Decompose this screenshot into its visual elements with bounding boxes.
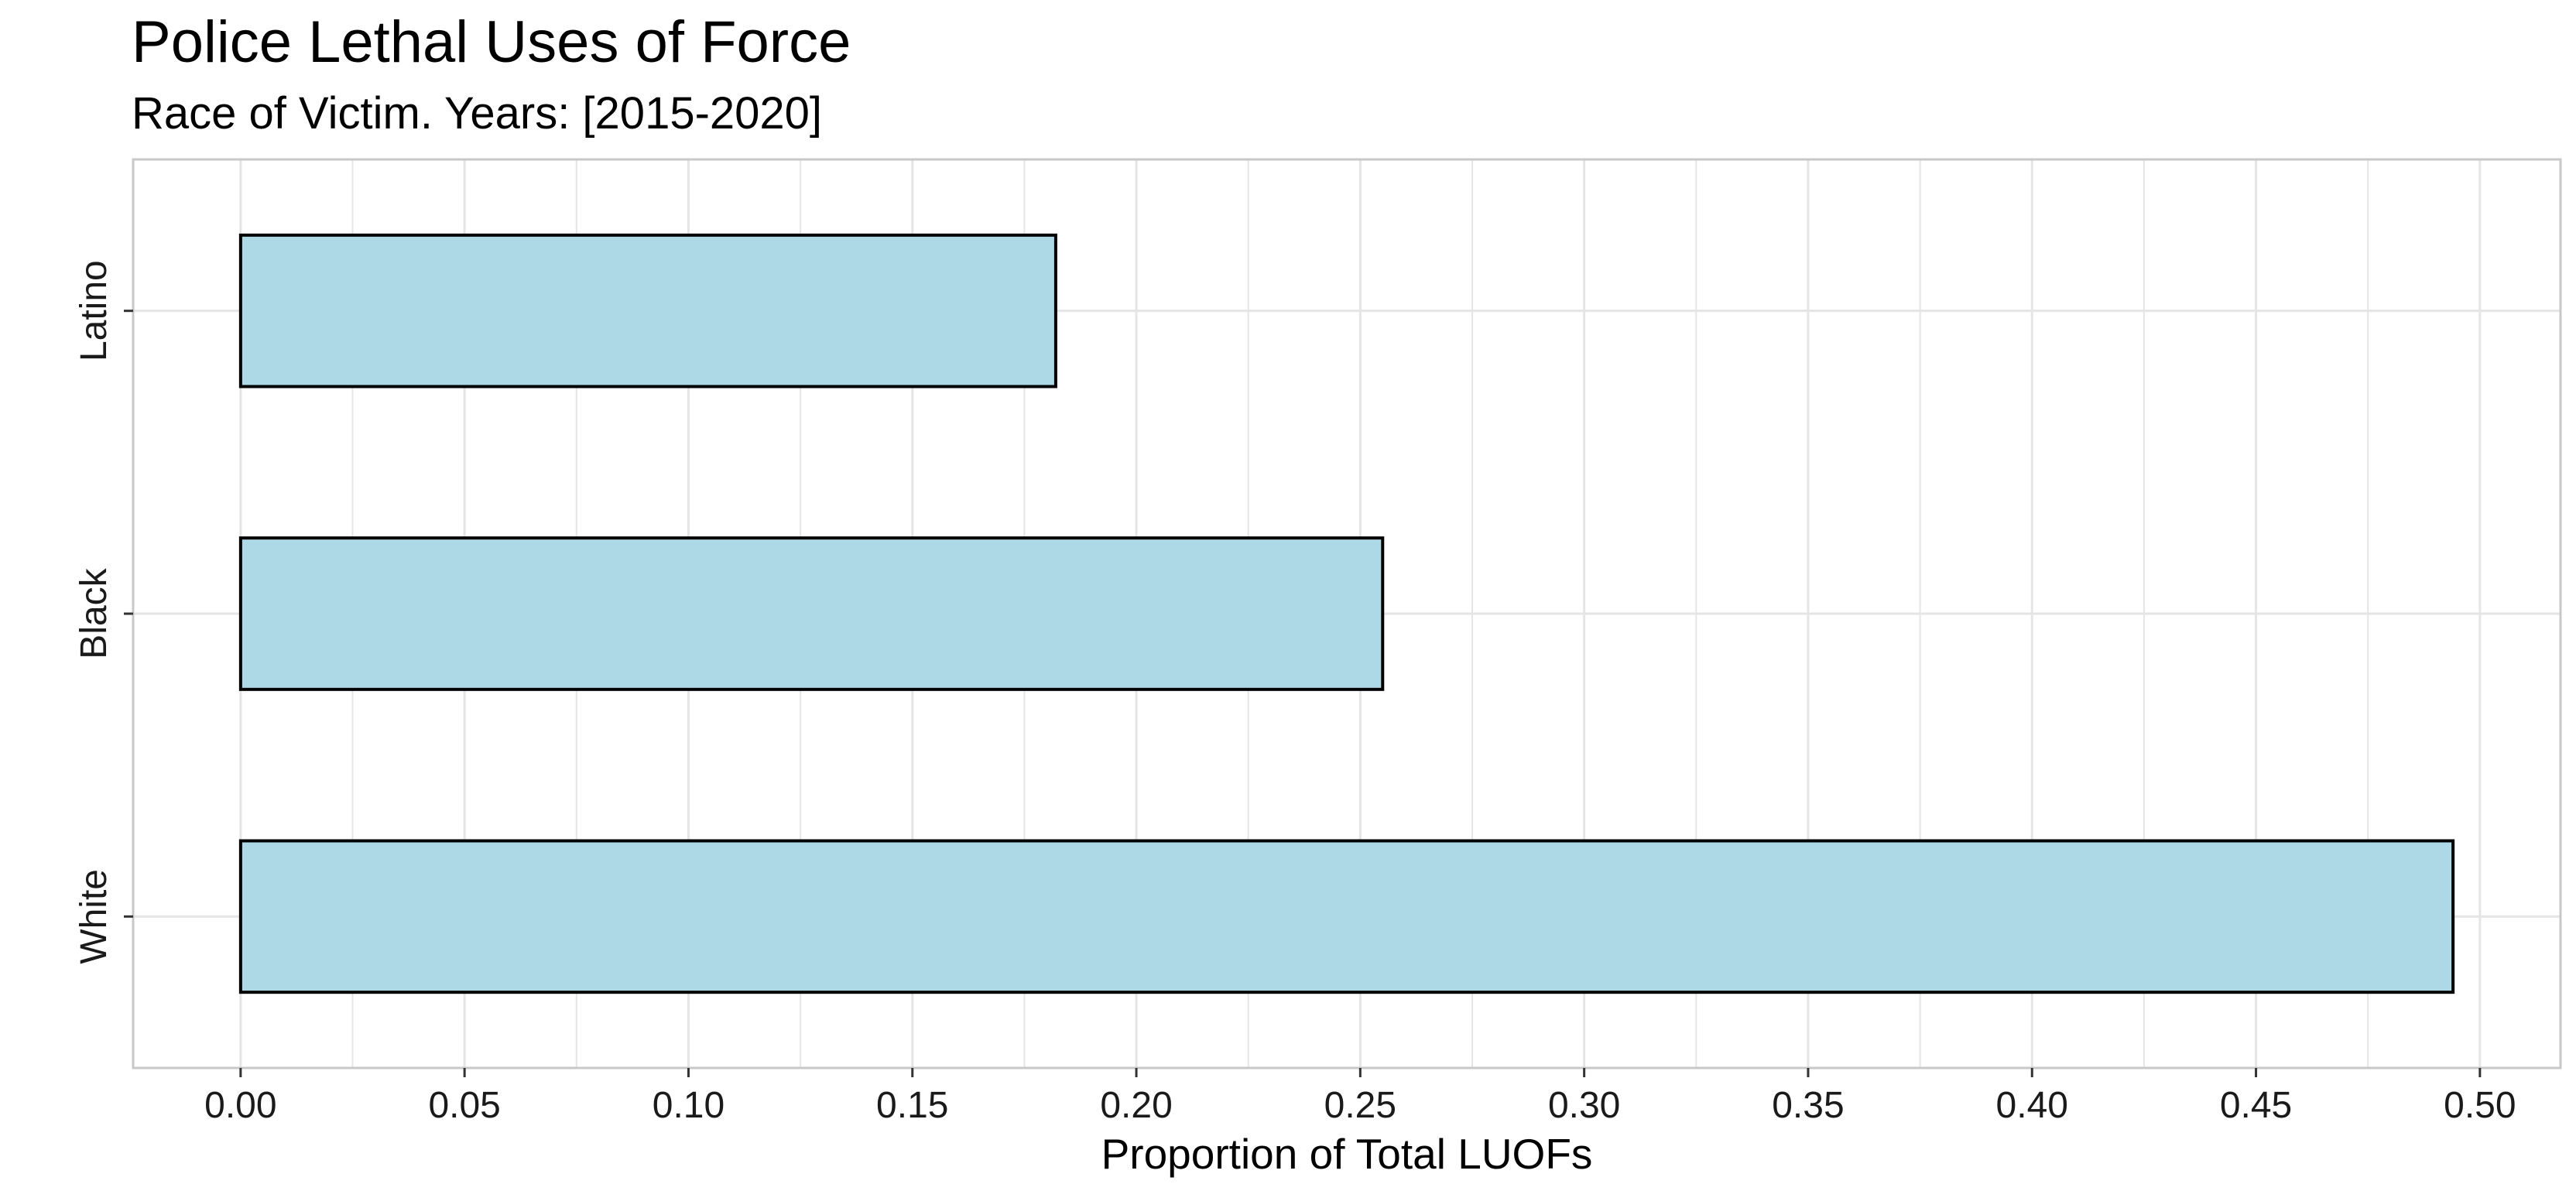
x-tick-label: 0.50 (2444, 1085, 2516, 1126)
bar-latino (238, 233, 1057, 388)
chart-title: Police Lethal Uses of Force (132, 9, 851, 75)
x-axis-label: Proportion of Total LUOFs (1101, 1130, 1593, 1178)
x-tick-label: 0.40 (1996, 1085, 2068, 1126)
x-tick-label: 0.35 (1772, 1085, 1844, 1126)
chart-subtitle: Race of Victim. Years: [2015-2020] (132, 88, 823, 139)
x-tick-label: 0.10 (653, 1085, 724, 1126)
bar-black (238, 536, 1385, 691)
axis-ticks: 0.00 0.05 0.10 0.15 0.20 0.25 0.30 0.35 0.40 0.45… (74, 260, 2516, 1126)
x-tick-label: 0.30 (1548, 1085, 1620, 1126)
bars (238, 233, 2455, 994)
x-tick-label: 0.20 (1100, 1085, 1172, 1126)
x-tick-label: 0.05 (428, 1085, 500, 1126)
y-tick-label: Latino (74, 260, 115, 361)
y-tick-label: Black (74, 567, 115, 659)
x-tick-label: 0.00 (204, 1085, 276, 1126)
y-tick-label: White (74, 869, 115, 964)
x-tick-label: 0.25 (1324, 1085, 1396, 1126)
x-tick-label: 0.45 (2220, 1085, 2292, 1126)
bar-white (238, 839, 2455, 994)
x-tick-label: 0.15 (876, 1085, 948, 1126)
